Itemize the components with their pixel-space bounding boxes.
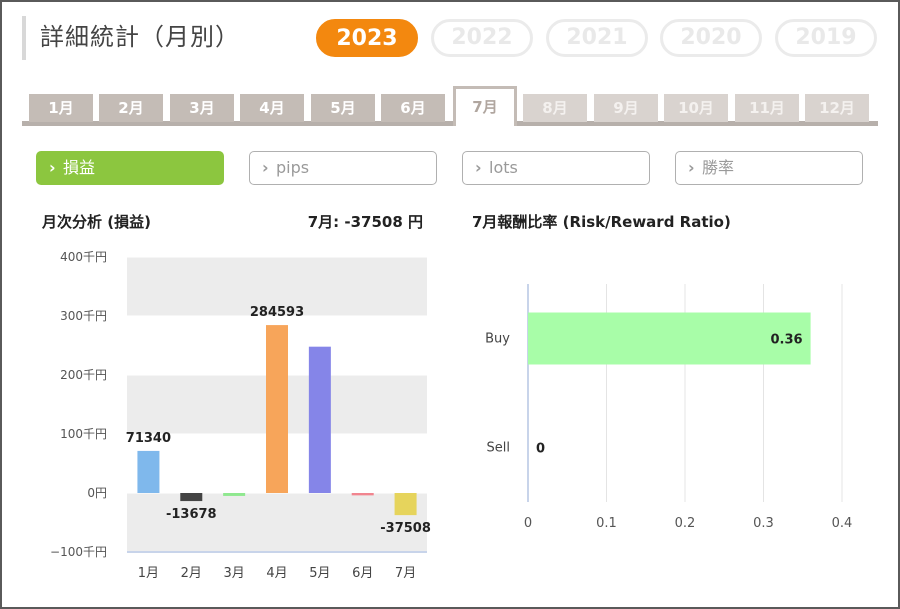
page-title: 詳細統計（月別） [40, 23, 240, 51]
tab-month-5[interactable]: 5月 [311, 94, 375, 122]
year-pill-2022[interactable]: 2022 [431, 19, 533, 57]
title-accent-bar [22, 16, 26, 60]
tab-month-11[interactable]: 11月 [735, 94, 799, 122]
tab-month-8[interactable]: 8月 [523, 94, 587, 122]
x-tick-label: 0 [524, 516, 532, 531]
tab-month-7[interactable]: 7月 [453, 86, 517, 126]
metric-button-winrate[interactable]: › 勝率 [675, 151, 863, 185]
ratio-bar-chart: 0 0.1 0.2 0.3 0.4 Buy 0.36 Sell 0 [485, 284, 853, 531]
tab-month-3[interactable]: 3月 [170, 94, 234, 122]
year-pill-2021[interactable]: 2021 [546, 19, 648, 57]
year-pill-2023[interactable]: 2023 [316, 19, 418, 57]
month-total-label: 7月: [307, 213, 340, 231]
metric-label: pips [276, 158, 310, 177]
metric-label: 勝率 [702, 158, 735, 177]
grid-band [127, 257, 427, 316]
metric-button-profit[interactable]: › 損益 [36, 151, 224, 185]
chevron-right-icon: › [262, 158, 269, 177]
y-tick-label: 400千円 [60, 250, 107, 264]
ratio-chart-title: 7月報酬比率 (Risk/Reward Ratio) [472, 213, 731, 231]
tab-month-6[interactable]: 6月 [381, 94, 445, 122]
bar-7 [394, 493, 417, 516]
tab-month-2[interactable]: 2月 [99, 94, 163, 122]
y-tick-label: 300千円 [60, 309, 107, 323]
tab-month-10[interactable]: 10月 [664, 94, 728, 122]
y-tick-label: 0円 [87, 486, 107, 500]
bar-6 [351, 493, 374, 496]
tab-month-4[interactable]: 4月 [240, 94, 304, 122]
month-total: 7月: -37508 円 [308, 211, 423, 232]
bar-3 [223, 493, 246, 496]
x-tick-label: 7月 [395, 566, 416, 581]
bar-2 [180, 493, 203, 502]
y-tick-label: 200千円 [60, 368, 107, 382]
data-label: 0 [536, 442, 545, 457]
chevron-right-icon: › [475, 158, 482, 177]
tab-month-9[interactable]: 9月 [594, 94, 658, 122]
data-label: 71340 [126, 431, 171, 446]
data-label: 0.36 [771, 333, 803, 348]
x-tick-label: 1月 [138, 566, 159, 581]
x-tick-label: 2月 [181, 566, 202, 581]
x-tick-label: 3月 [224, 566, 245, 581]
bar-1 [137, 450, 160, 493]
x-tick-label: 6月 [352, 566, 373, 581]
grid-band [127, 493, 427, 552]
chevron-right-icon: › [49, 158, 56, 177]
data-label: -37508 [380, 521, 431, 536]
tab-month-1[interactable]: 1月 [29, 94, 93, 122]
y-tick-label: Buy [485, 332, 510, 347]
data-label: -13678 [166, 507, 217, 522]
x-tick-label: 4月 [266, 566, 287, 581]
metric-button-pips[interactable]: › pips [249, 151, 437, 185]
x-tick-label: 0.4 [832, 516, 853, 531]
bar-buy [528, 312, 811, 365]
year-pill-2020[interactable]: 2020 [660, 19, 762, 57]
x-tick-label: 0.1 [596, 516, 617, 531]
x-tick-label: 0.2 [675, 516, 696, 531]
bar-5 [308, 346, 331, 493]
y-tick-label: Sell [487, 441, 510, 456]
metric-label: 損益 [63, 158, 96, 177]
metric-label: lots [489, 158, 518, 177]
metric-button-lots[interactable]: › lots [462, 151, 650, 185]
month-tabs-baseline [22, 121, 878, 126]
monthly-bar-chart: 400千円 300千円 200千円 100千円 0円 −100千円 1月 71340 2月 -13… [50, 250, 431, 581]
x-tick-label: 0.3 [753, 516, 774, 531]
bar-4 [266, 325, 288, 493]
year-pill-2019[interactable]: 2019 [775, 19, 877, 57]
tab-month-12[interactable]: 12月 [805, 94, 869, 122]
month-total-value: -37508 円 [344, 213, 423, 231]
data-label: 284593 [250, 305, 304, 320]
monthly-chart-title: 月次分析 (損益) [42, 213, 151, 231]
y-tick-label: −100千円 [50, 545, 107, 559]
chevron-right-icon: › [688, 158, 695, 177]
x-tick-label: 5月 [309, 566, 330, 581]
y-tick-label: 100千円 [60, 427, 107, 441]
